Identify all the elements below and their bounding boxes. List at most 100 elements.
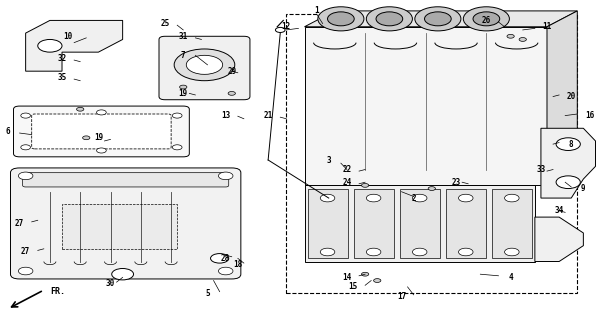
Circle shape [174,49,235,81]
Circle shape [318,7,364,31]
Circle shape [556,176,580,188]
Circle shape [412,194,427,202]
Text: 25: 25 [160,19,170,28]
Circle shape [320,194,335,202]
Circle shape [186,55,223,74]
Text: 31: 31 [178,32,188,41]
Text: 24: 24 [342,178,351,187]
Circle shape [18,172,33,180]
Polygon shape [304,11,577,27]
Circle shape [228,92,236,95]
Text: 5: 5 [205,289,210,298]
Circle shape [21,145,30,150]
Circle shape [320,248,335,256]
Text: 12: 12 [282,22,291,31]
FancyBboxPatch shape [10,168,241,279]
Text: 3: 3 [326,156,331,164]
Circle shape [328,12,354,26]
Circle shape [459,248,473,256]
Text: 6: 6 [5,127,10,136]
Circle shape [211,253,229,263]
Text: 9: 9 [581,184,586,193]
Text: 23: 23 [451,178,460,187]
FancyBboxPatch shape [23,173,229,187]
Text: 18: 18 [233,260,242,269]
Circle shape [77,107,84,111]
Text: 33: 33 [537,165,546,174]
Circle shape [556,138,580,150]
Text: 10: 10 [63,32,72,41]
Circle shape [504,194,519,202]
Circle shape [367,248,381,256]
Bar [308,188,348,258]
Circle shape [97,110,106,115]
Circle shape [463,7,509,31]
Text: 19: 19 [94,133,103,142]
Text: 21: 21 [264,111,273,120]
Circle shape [38,39,62,52]
Text: 28: 28 [221,254,230,263]
Circle shape [376,12,403,26]
Polygon shape [547,11,577,185]
Text: FR.: FR. [50,287,65,296]
Circle shape [473,12,500,26]
Circle shape [172,113,182,118]
Circle shape [219,172,233,180]
Circle shape [415,7,461,31]
Text: 16: 16 [585,111,594,120]
Text: 27: 27 [21,247,30,257]
Circle shape [424,12,451,26]
Bar [492,188,532,258]
Circle shape [504,248,519,256]
Bar [354,188,393,258]
Circle shape [275,28,285,32]
Circle shape [97,148,106,153]
Text: 14: 14 [342,273,351,282]
Circle shape [83,136,90,140]
Text: 20: 20 [566,92,576,101]
Bar [286,14,577,293]
Circle shape [180,85,187,89]
Text: 34: 34 [554,206,564,215]
Circle shape [111,268,133,280]
Bar [62,204,177,249]
Circle shape [367,194,381,202]
Bar [304,185,535,261]
Text: 15: 15 [348,282,357,292]
Circle shape [219,267,233,275]
Polygon shape [535,217,583,261]
Text: 4: 4 [509,273,513,282]
Circle shape [172,145,182,150]
Circle shape [18,267,33,275]
Text: 11: 11 [543,22,552,31]
Text: 30: 30 [106,279,115,288]
Circle shape [428,187,435,190]
Text: 13: 13 [221,111,230,120]
Bar [304,27,547,185]
Text: 32: 32 [57,54,66,63]
Bar [446,188,486,258]
Text: 26: 26 [482,16,491,25]
Polygon shape [26,20,122,71]
Text: 19: 19 [178,89,188,98]
Text: 1: 1 [314,6,319,15]
Circle shape [362,272,369,276]
Text: 27: 27 [15,219,24,228]
Text: 8: 8 [569,140,574,148]
FancyBboxPatch shape [159,36,250,100]
Text: 17: 17 [397,292,406,301]
Text: 29: 29 [227,67,236,76]
Circle shape [21,113,30,118]
Polygon shape [541,128,596,198]
Bar [400,188,440,258]
FancyBboxPatch shape [13,106,189,157]
Text: 35: 35 [57,73,66,82]
FancyBboxPatch shape [32,114,171,149]
Text: 22: 22 [342,165,351,174]
Circle shape [412,248,427,256]
Circle shape [459,194,473,202]
Circle shape [519,37,526,41]
Circle shape [367,7,412,31]
Text: 7: 7 [181,51,186,60]
Text: 2: 2 [411,194,416,203]
